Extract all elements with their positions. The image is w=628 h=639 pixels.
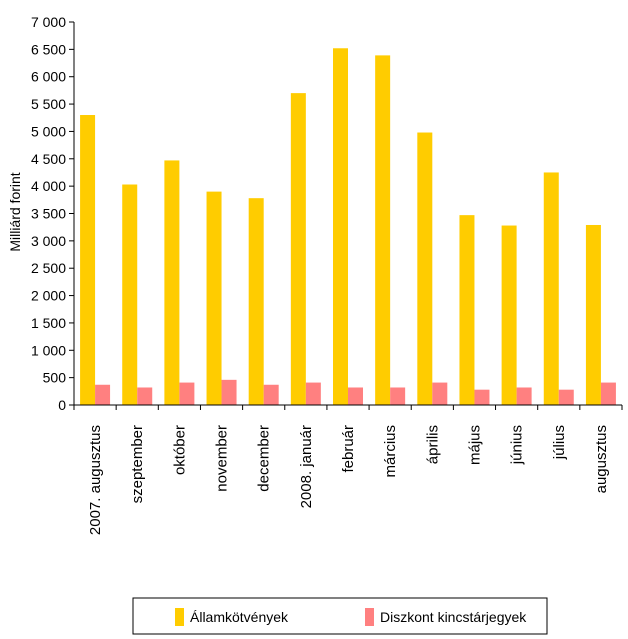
bar-government-bonds — [122, 184, 138, 405]
bar-discount-treasury-bills — [474, 389, 490, 405]
y-tick-label: 6 000 — [31, 69, 66, 85]
bar-discount-treasury-bills — [95, 384, 111, 405]
bar-discount-treasury-bills — [516, 387, 532, 405]
bar-government-bonds — [417, 132, 433, 405]
x-category-label: április — [424, 425, 441, 464]
legend-swatch-discount-treasury-bills — [365, 608, 374, 626]
legend-label-discount-treasury-bills: Diszkont kincstárjegyek — [380, 609, 527, 625]
bar-government-bonds — [333, 48, 348, 406]
y-axis-title: Milliárd forint — [7, 172, 23, 251]
legend-label-government-bonds: Államkötvények — [190, 609, 289, 625]
y-axis-ticks: 0 500 1 000 1 500 2 000 2 500 3 000 3 500 4 000 4… — [31, 14, 74, 413]
x-category-label: október — [171, 425, 188, 475]
y-tick-label: 3 500 — [31, 206, 66, 222]
bar-government-bonds — [543, 172, 559, 405]
x-category-label: november — [214, 425, 231, 492]
bar-discount-treasury-bills — [348, 387, 363, 405]
y-tick-label: 3 000 — [31, 233, 66, 249]
y-tick-label: 5 000 — [31, 123, 66, 139]
legend-swatch-government-bonds — [175, 608, 184, 626]
bar-discount-treasury-bills — [263, 384, 279, 405]
bar-discount-treasury-bills — [179, 382, 195, 405]
bar-government-bonds — [80, 115, 96, 405]
bar-discount-treasury-bills — [600, 382, 616, 405]
bar-government-bonds — [248, 198, 264, 405]
chart-axes — [73, 22, 623, 410]
chart-bars — [80, 48, 616, 406]
legend-box — [132, 597, 548, 635]
x-category-label: 2008. január — [298, 425, 315, 508]
bar-discount-treasury-bills — [432, 382, 448, 405]
bar-discount-treasury-bills — [558, 389, 574, 405]
bar-discount-treasury-bills — [390, 387, 406, 405]
x-category-label: szeptember — [129, 425, 146, 503]
y-tick-label: 5 500 — [31, 96, 66, 112]
y-tick-label: 0 — [58, 397, 66, 413]
x-category-label: február — [340, 425, 357, 473]
x-category-label: augusztus — [593, 425, 610, 493]
bar-government-bonds — [585, 224, 601, 405]
y-tick-label: 2 000 — [31, 288, 66, 304]
category-labels: 2007. augusztus szeptember október november… — [87, 425, 610, 535]
x-category-label: június — [509, 425, 526, 465]
x-category-label: december — [256, 425, 273, 492]
x-category-label: július — [551, 425, 568, 460]
legend: Államkötvények Diszkont kincstárjegyek — [132, 597, 548, 635]
bar-government-bonds — [206, 191, 222, 405]
bar-government-bonds — [501, 225, 517, 405]
y-tick-label: 500 — [43, 370, 67, 386]
y-tick-label: 1 000 — [31, 342, 66, 358]
y-tick-label: 1 500 — [31, 315, 66, 331]
bar-government-bonds — [290, 93, 306, 405]
y-tick-label: 7 000 — [31, 14, 66, 30]
bar-government-bonds — [164, 160, 180, 405]
bar-government-bonds — [459, 215, 475, 405]
bar-discount-treasury-bills — [305, 382, 321, 405]
bar-discount-treasury-bills — [137, 387, 153, 405]
x-category-label: március — [382, 425, 399, 478]
bar-discount-treasury-bills — [221, 379, 237, 405]
x-category-label: 2007. augusztus — [87, 425, 104, 535]
y-tick-label: 4 000 — [31, 178, 66, 194]
bar-government-bonds — [375, 55, 391, 406]
y-tick-label: 6 500 — [31, 41, 66, 57]
x-category-label: május — [466, 425, 483, 465]
y-tick-label: 2 500 — [31, 260, 66, 276]
y-tick-label: 4 500 — [31, 151, 66, 167]
